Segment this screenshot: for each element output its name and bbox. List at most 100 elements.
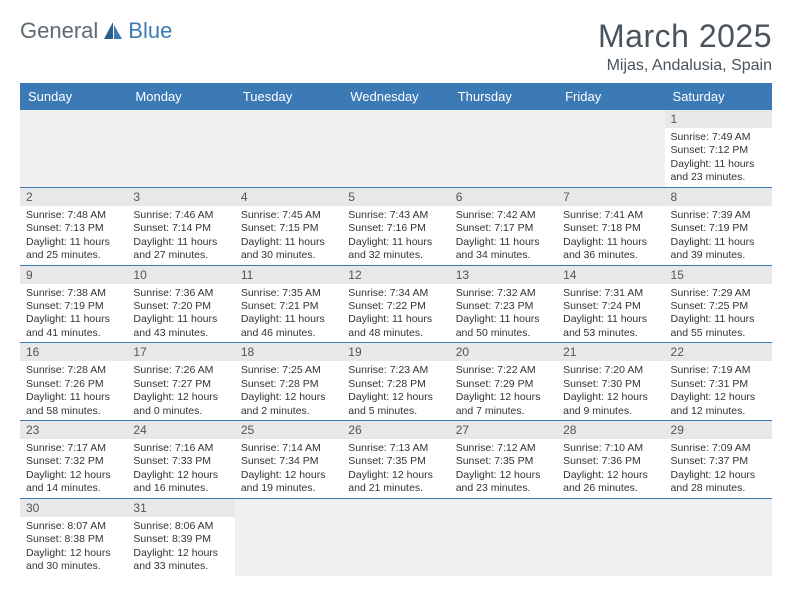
sail-icon xyxy=(102,21,124,41)
calendar-empty-cell xyxy=(557,498,664,575)
daylight-text: Daylight: 12 hours and 23 minutes. xyxy=(456,469,551,496)
day-details: Sunrise: 7:32 AMSunset: 7:23 PMDaylight:… xyxy=(450,284,557,343)
calendar-empty-cell xyxy=(235,110,342,187)
logo: General Blue xyxy=(20,18,172,44)
daylight-text: Daylight: 12 hours and 14 minutes. xyxy=(26,469,121,496)
daylight-text: Daylight: 11 hours and 43 minutes. xyxy=(133,313,228,340)
calendar-table: SundayMondayTuesdayWednesdayThursdayFrid… xyxy=(20,83,772,576)
sunrise-text: Sunrise: 7:42 AM xyxy=(456,209,551,222)
day-details: Sunrise: 7:09 AMSunset: 7:37 PMDaylight:… xyxy=(665,439,772,498)
calendar-week-row: 2Sunrise: 7:48 AMSunset: 7:13 PMDaylight… xyxy=(20,187,772,265)
sunset-text: Sunset: 7:36 PM xyxy=(563,455,658,468)
daylight-text: Daylight: 11 hours and 50 minutes. xyxy=(456,313,551,340)
day-number: 6 xyxy=(450,188,557,206)
location: Mijas, Andalusia, Spain xyxy=(598,57,772,75)
daylight-text: Daylight: 11 hours and 25 minutes. xyxy=(26,236,121,263)
day-details: Sunrise: 7:28 AMSunset: 7:26 PMDaylight:… xyxy=(20,361,127,420)
calendar-day-cell: 23Sunrise: 7:17 AMSunset: 7:32 PMDayligh… xyxy=(20,421,127,499)
calendar-empty-cell xyxy=(665,498,772,575)
daylight-text: Daylight: 11 hours and 23 minutes. xyxy=(671,158,766,185)
calendar-day-cell: 4Sunrise: 7:45 AMSunset: 7:15 PMDaylight… xyxy=(235,187,342,265)
weekday-header-cell: Thursday xyxy=(450,83,557,110)
day-number: 20 xyxy=(450,343,557,361)
sunrise-text: Sunrise: 7:20 AM xyxy=(563,364,658,377)
calendar-day-cell: 26Sunrise: 7:13 AMSunset: 7:35 PMDayligh… xyxy=(342,421,449,499)
daylight-text: Daylight: 11 hours and 48 minutes. xyxy=(348,313,443,340)
sunrise-text: Sunrise: 7:45 AM xyxy=(241,209,336,222)
calendar-day-cell: 27Sunrise: 7:12 AMSunset: 7:35 PMDayligh… xyxy=(450,421,557,499)
calendar-day-cell: 31Sunrise: 8:06 AMSunset: 8:39 PMDayligh… xyxy=(127,498,234,575)
day-details: Sunrise: 7:20 AMSunset: 7:30 PMDaylight:… xyxy=(557,361,664,420)
day-details: Sunrise: 7:31 AMSunset: 7:24 PMDaylight:… xyxy=(557,284,664,343)
day-number: 15 xyxy=(665,266,772,284)
calendar-day-cell: 8Sunrise: 7:39 AMSunset: 7:19 PMDaylight… xyxy=(665,187,772,265)
sunset-text: Sunset: 7:30 PM xyxy=(563,378,658,391)
sunrise-text: Sunrise: 7:26 AM xyxy=(133,364,228,377)
sunrise-text: Sunrise: 7:25 AM xyxy=(241,364,336,377)
day-number: 1 xyxy=(665,110,772,128)
day-details: Sunrise: 7:35 AMSunset: 7:21 PMDaylight:… xyxy=(235,284,342,343)
sunset-text: Sunset: 7:18 PM xyxy=(563,222,658,235)
daylight-text: Daylight: 12 hours and 30 minutes. xyxy=(26,547,121,574)
calendar-day-cell: 9Sunrise: 7:38 AMSunset: 7:19 PMDaylight… xyxy=(20,265,127,343)
calendar-day-cell: 3Sunrise: 7:46 AMSunset: 7:14 PMDaylight… xyxy=(127,187,234,265)
calendar-day-cell: 19Sunrise: 7:23 AMSunset: 7:28 PMDayligh… xyxy=(342,343,449,421)
daylight-text: Daylight: 11 hours and 46 minutes. xyxy=(241,313,336,340)
day-details: Sunrise: 7:46 AMSunset: 7:14 PMDaylight:… xyxy=(127,206,234,265)
daylight-text: Daylight: 12 hours and 33 minutes. xyxy=(133,547,228,574)
day-number: 3 xyxy=(127,188,234,206)
sunset-text: Sunset: 7:13 PM xyxy=(26,222,121,235)
sunrise-text: Sunrise: 7:19 AM xyxy=(671,364,766,377)
daylight-text: Daylight: 12 hours and 7 minutes. xyxy=(456,391,551,418)
calendar-empty-cell xyxy=(20,110,127,187)
sunrise-text: Sunrise: 7:29 AM xyxy=(671,287,766,300)
weekday-header-cell: Tuesday xyxy=(235,83,342,110)
day-number: 24 xyxy=(127,421,234,439)
day-number: 29 xyxy=(665,421,772,439)
sunset-text: Sunset: 7:23 PM xyxy=(456,300,551,313)
daylight-text: Daylight: 12 hours and 0 minutes. xyxy=(133,391,228,418)
day-details: Sunrise: 8:06 AMSunset: 8:39 PMDaylight:… xyxy=(127,517,234,576)
day-details: Sunrise: 7:41 AMSunset: 7:18 PMDaylight:… xyxy=(557,206,664,265)
calendar-day-cell: 10Sunrise: 7:36 AMSunset: 7:20 PMDayligh… xyxy=(127,265,234,343)
calendar-empty-cell xyxy=(127,110,234,187)
calendar-day-cell: 17Sunrise: 7:26 AMSunset: 7:27 PMDayligh… xyxy=(127,343,234,421)
sunrise-text: Sunrise: 7:46 AM xyxy=(133,209,228,222)
day-number: 14 xyxy=(557,266,664,284)
daylight-text: Daylight: 12 hours and 9 minutes. xyxy=(563,391,658,418)
daylight-text: Daylight: 11 hours and 55 minutes. xyxy=(671,313,766,340)
day-number: 25 xyxy=(235,421,342,439)
daylight-text: Daylight: 12 hours and 21 minutes. xyxy=(348,469,443,496)
calendar-week-row: 1Sunrise: 7:49 AMSunset: 7:12 PMDaylight… xyxy=(20,110,772,187)
day-number: 11 xyxy=(235,266,342,284)
daylight-text: Daylight: 12 hours and 16 minutes. xyxy=(133,469,228,496)
sunrise-text: Sunrise: 7:16 AM xyxy=(133,442,228,455)
sunset-text: Sunset: 7:34 PM xyxy=(241,455,336,468)
calendar-day-cell: 12Sunrise: 7:34 AMSunset: 7:22 PMDayligh… xyxy=(342,265,449,343)
sunset-text: Sunset: 7:25 PM xyxy=(671,300,766,313)
daylight-text: Daylight: 11 hours and 41 minutes. xyxy=(26,313,121,340)
calendar-day-cell: 11Sunrise: 7:35 AMSunset: 7:21 PMDayligh… xyxy=(235,265,342,343)
title-block: March 2025 Mijas, Andalusia, Spain xyxy=(598,18,772,75)
sunset-text: Sunset: 7:22 PM xyxy=(348,300,443,313)
day-number: 7 xyxy=(557,188,664,206)
sunrise-text: Sunrise: 7:48 AM xyxy=(26,209,121,222)
sunrise-text: Sunrise: 7:39 AM xyxy=(671,209,766,222)
calendar-day-cell: 14Sunrise: 7:31 AMSunset: 7:24 PMDayligh… xyxy=(557,265,664,343)
sunrise-text: Sunrise: 7:28 AM xyxy=(26,364,121,377)
sunrise-text: Sunrise: 7:36 AM xyxy=(133,287,228,300)
sunset-text: Sunset: 7:35 PM xyxy=(348,455,443,468)
sunrise-text: Sunrise: 7:09 AM xyxy=(671,442,766,455)
calendar-empty-cell xyxy=(450,110,557,187)
day-details: Sunrise: 8:07 AMSunset: 8:38 PMDaylight:… xyxy=(20,517,127,576)
day-number: 27 xyxy=(450,421,557,439)
day-number: 23 xyxy=(20,421,127,439)
day-number: 22 xyxy=(665,343,772,361)
sunset-text: Sunset: 7:16 PM xyxy=(348,222,443,235)
daylight-text: Daylight: 11 hours and 36 minutes. xyxy=(563,236,658,263)
daylight-text: Daylight: 11 hours and 27 minutes. xyxy=(133,236,228,263)
sunset-text: Sunset: 7:37 PM xyxy=(671,455,766,468)
sunset-text: Sunset: 7:21 PM xyxy=(241,300,336,313)
sunset-text: Sunset: 7:27 PM xyxy=(133,378,228,391)
weekday-header: SundayMondayTuesdayWednesdayThursdayFrid… xyxy=(20,83,772,110)
